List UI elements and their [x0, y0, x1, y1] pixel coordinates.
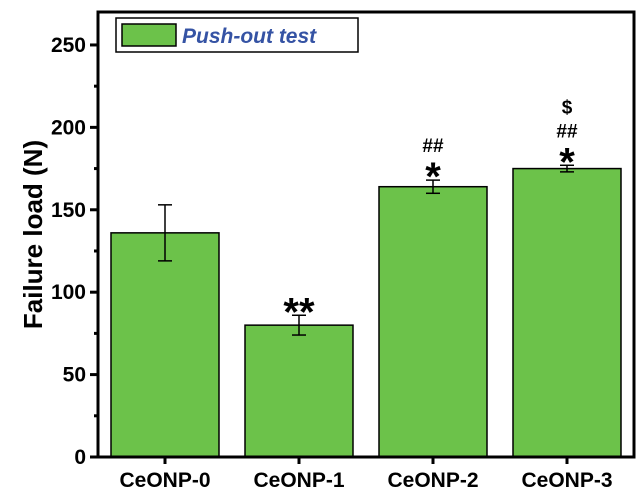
y-tick-label: 100 — [51, 281, 86, 304]
annotations-layer: ***## *##$ — [283, 97, 578, 334]
significance-marker: * — [559, 140, 575, 184]
legend-label: Push-out test — [182, 25, 317, 48]
significance-marker: ## — [556, 121, 578, 142]
x-tick-label: CeONP-0 — [119, 469, 210, 492]
x-tick-label: CeONP-2 — [387, 469, 478, 492]
significance-marker: $ — [562, 97, 573, 118]
x-tick-label: CeONP-1 — [253, 469, 344, 492]
legend-swatch — [121, 23, 177, 47]
y-tick-label: 50 — [63, 364, 86, 387]
y-axis-title: Failure load (N) — [18, 140, 48, 329]
y-tick-label: 200 — [51, 116, 86, 139]
y-tick-label: 150 — [51, 199, 86, 222]
legend-box — [115, 17, 359, 53]
error-bars-layer — [158, 164, 574, 336]
significance-marker: * — [425, 155, 441, 199]
axes-layer: CeONP-0 CeONP-1 CeONP-2 CeONP-3 0 50 100 150 200… — [51, 10, 636, 492]
significance-marker: ## — [422, 136, 444, 157]
plot-frame — [96, 10, 636, 459]
bar-ceonp-2 — [378, 185, 488, 458]
bars-layer — [110, 167, 622, 458]
significance-marker: ** — [283, 290, 315, 334]
x-tick-label: CeONP-3 — [521, 469, 612, 492]
bar-ceonp-1 — [244, 324, 354, 458]
bar-ceonp-3 — [512, 167, 622, 458]
legend: Push-out test — [115, 17, 359, 53]
bar-ceonp-0 — [110, 232, 220, 458]
y-tick-label: 250 — [51, 34, 86, 57]
y-tick-label: 0 — [74, 446, 86, 469]
